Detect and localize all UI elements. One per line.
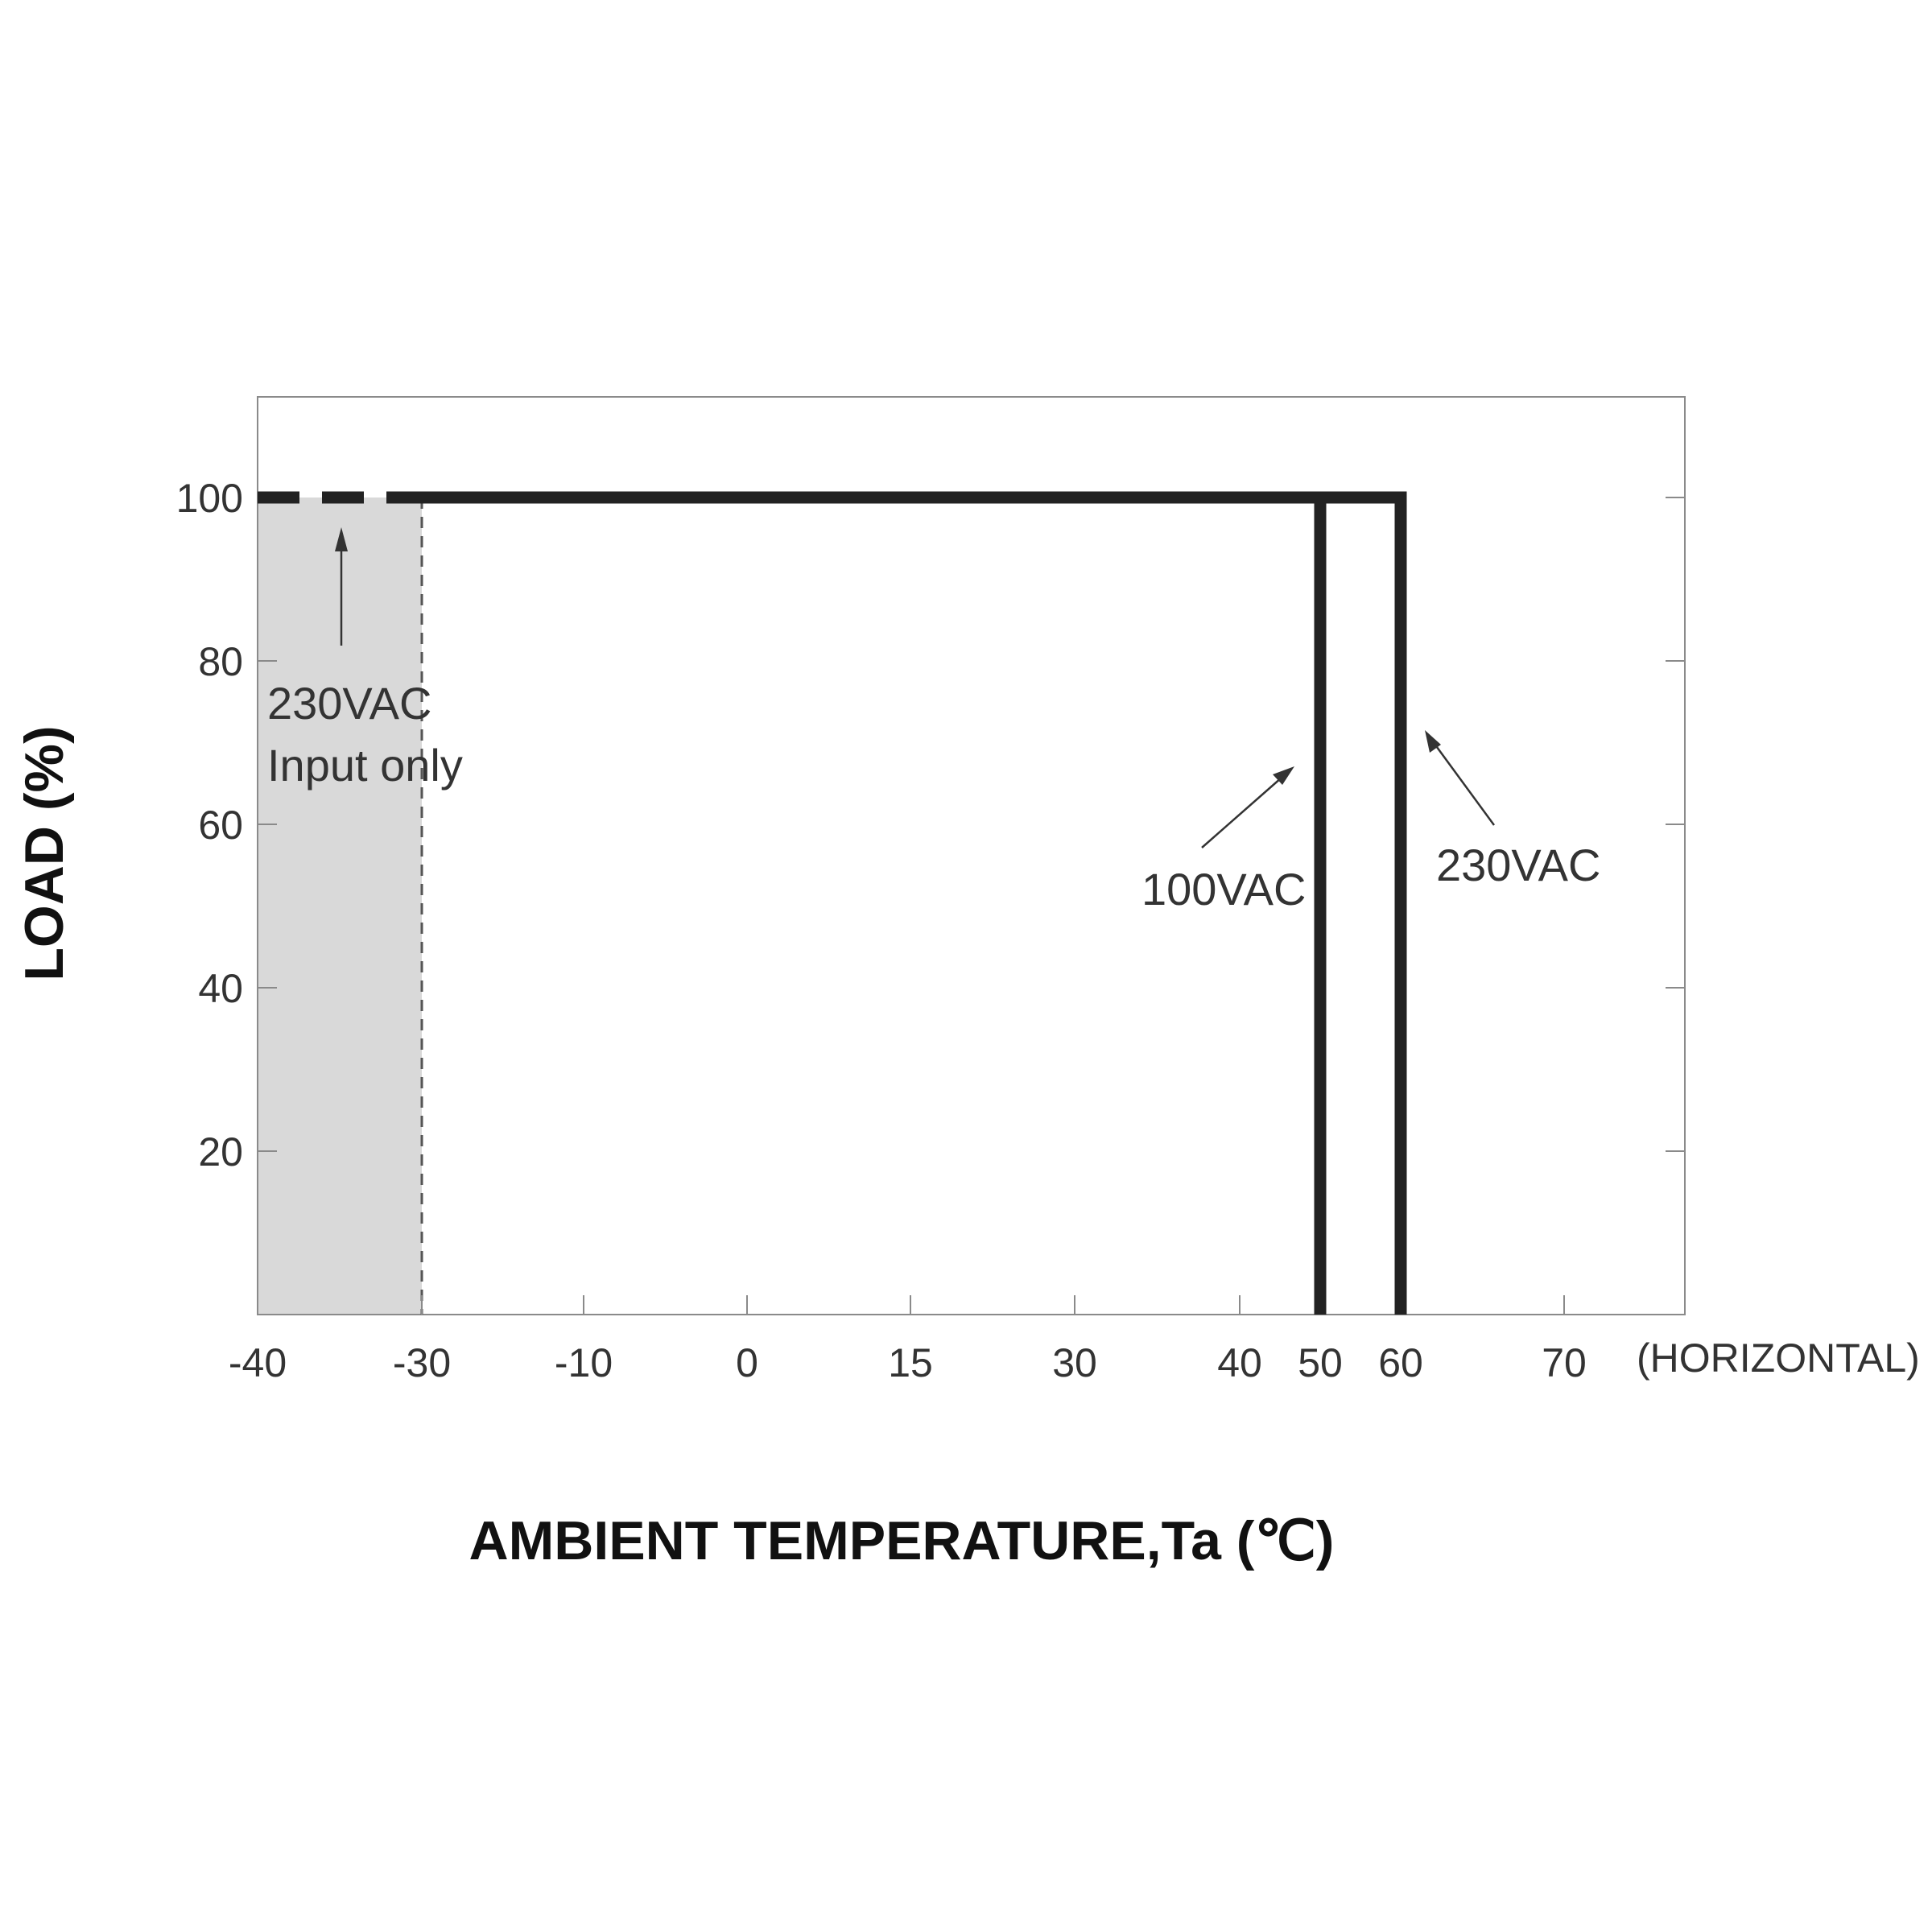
curve-100vac [422,491,1327,1315]
y-tick-label: 80 [198,639,243,684]
arrow-230vac [1433,743,1496,826]
y-tick-label: 100 [176,476,243,521]
x-tick-label: 40 [1217,1340,1262,1385]
x-tick-label: 15 [888,1340,933,1385]
annotation-230vac: 230VAC [1425,730,1600,890]
plot-frame [257,396,1686,1315]
x-tick-label: 70 [1542,1340,1587,1385]
x-tick-label: -10 [555,1340,613,1385]
x-axis-ticks: -40 -30 -10 0 15 30 40 50 60 70 [229,1295,1587,1385]
x-axis-title: AMBIENT TEMPERATURE,Ta (℃) [469,1510,1335,1571]
x-tick-label: 0 [736,1340,758,1385]
arrowhead-100vac [1273,766,1294,785]
y-tick-label: 40 [198,966,243,1011]
annotation-input-only-text: Input only [267,740,463,791]
x-axis-note: (HORIZONTAL) [1637,1335,1920,1381]
y-axis-ticks: 100 80 60 40 20 [176,476,1685,1174]
x-tick-label: -40 [229,1340,287,1385]
arrowhead-input-only [335,527,348,551]
arrow-100vac [1201,777,1282,848]
shaded-region-230vac-only [258,497,422,1315]
x-tick-label: 50 [1298,1340,1343,1385]
y-tick-label: 20 [198,1129,243,1174]
annotation-230vac-input: 230VAC [267,678,431,729]
annotation-input-only: 230VAC Input only [267,527,463,791]
x-tick-label: -30 [393,1340,451,1385]
arrowhead-230vac [1425,730,1441,753]
annotation-100vac-text: 100VAC [1141,864,1306,914]
y-axis-title: LOAD (%) [14,725,75,980]
annotation-230vac-text: 230VAC [1436,840,1600,890]
x-tick-label: 30 [1052,1340,1097,1385]
curves [258,491,1407,1315]
y-tick-label: 60 [198,803,243,848]
x-tick-label: 60 [1378,1340,1423,1385]
annotation-100vac: 100VAC [1141,766,1306,914]
